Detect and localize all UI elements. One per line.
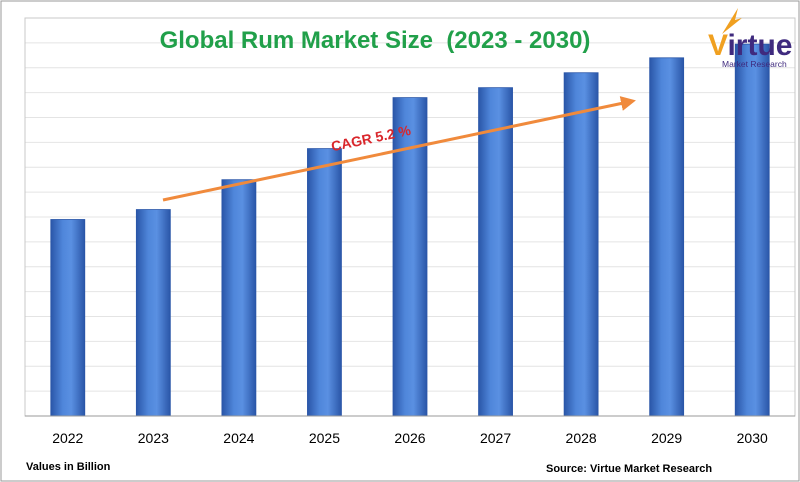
x-tick-label: 2026 xyxy=(394,430,425,446)
chart-title: Global Rum Market Size (2023 - 2030) xyxy=(160,27,591,54)
source-note: Source: Virtue Market Research xyxy=(546,463,712,475)
bar-2028 xyxy=(563,72,599,417)
logo-check-mark xyxy=(722,8,742,34)
bar-2025 xyxy=(307,148,342,417)
x-tick-label: 2023 xyxy=(138,430,169,446)
brand-logo: Virtue Market Research xyxy=(708,8,792,69)
bar-2023 xyxy=(135,209,171,417)
bar-2022 xyxy=(50,219,86,417)
logo-subtitle: Market Research xyxy=(722,59,787,69)
x-tick-label: 2025 xyxy=(309,430,340,446)
x-tick-label: 2029 xyxy=(651,430,682,446)
bars xyxy=(50,43,770,417)
bar-2027 xyxy=(478,87,513,417)
bar-2024 xyxy=(221,179,257,417)
x-tick-label: 2022 xyxy=(52,430,83,446)
units-note: Values in Billion xyxy=(26,461,111,473)
x-tick-labels: 2022 2023 2024 2025 2026 2027 2028 2029 2030 xyxy=(52,430,768,446)
x-tick-label: 2028 xyxy=(566,430,597,446)
bar-2030 xyxy=(734,43,770,417)
cagr-arrow xyxy=(162,96,636,202)
logo-text: Virtue xyxy=(708,29,792,62)
x-tick-label: 2027 xyxy=(480,430,511,446)
x-tick-label: 2030 xyxy=(737,430,768,446)
bar-2029 xyxy=(649,57,685,417)
x-tick-label: 2024 xyxy=(223,430,254,446)
